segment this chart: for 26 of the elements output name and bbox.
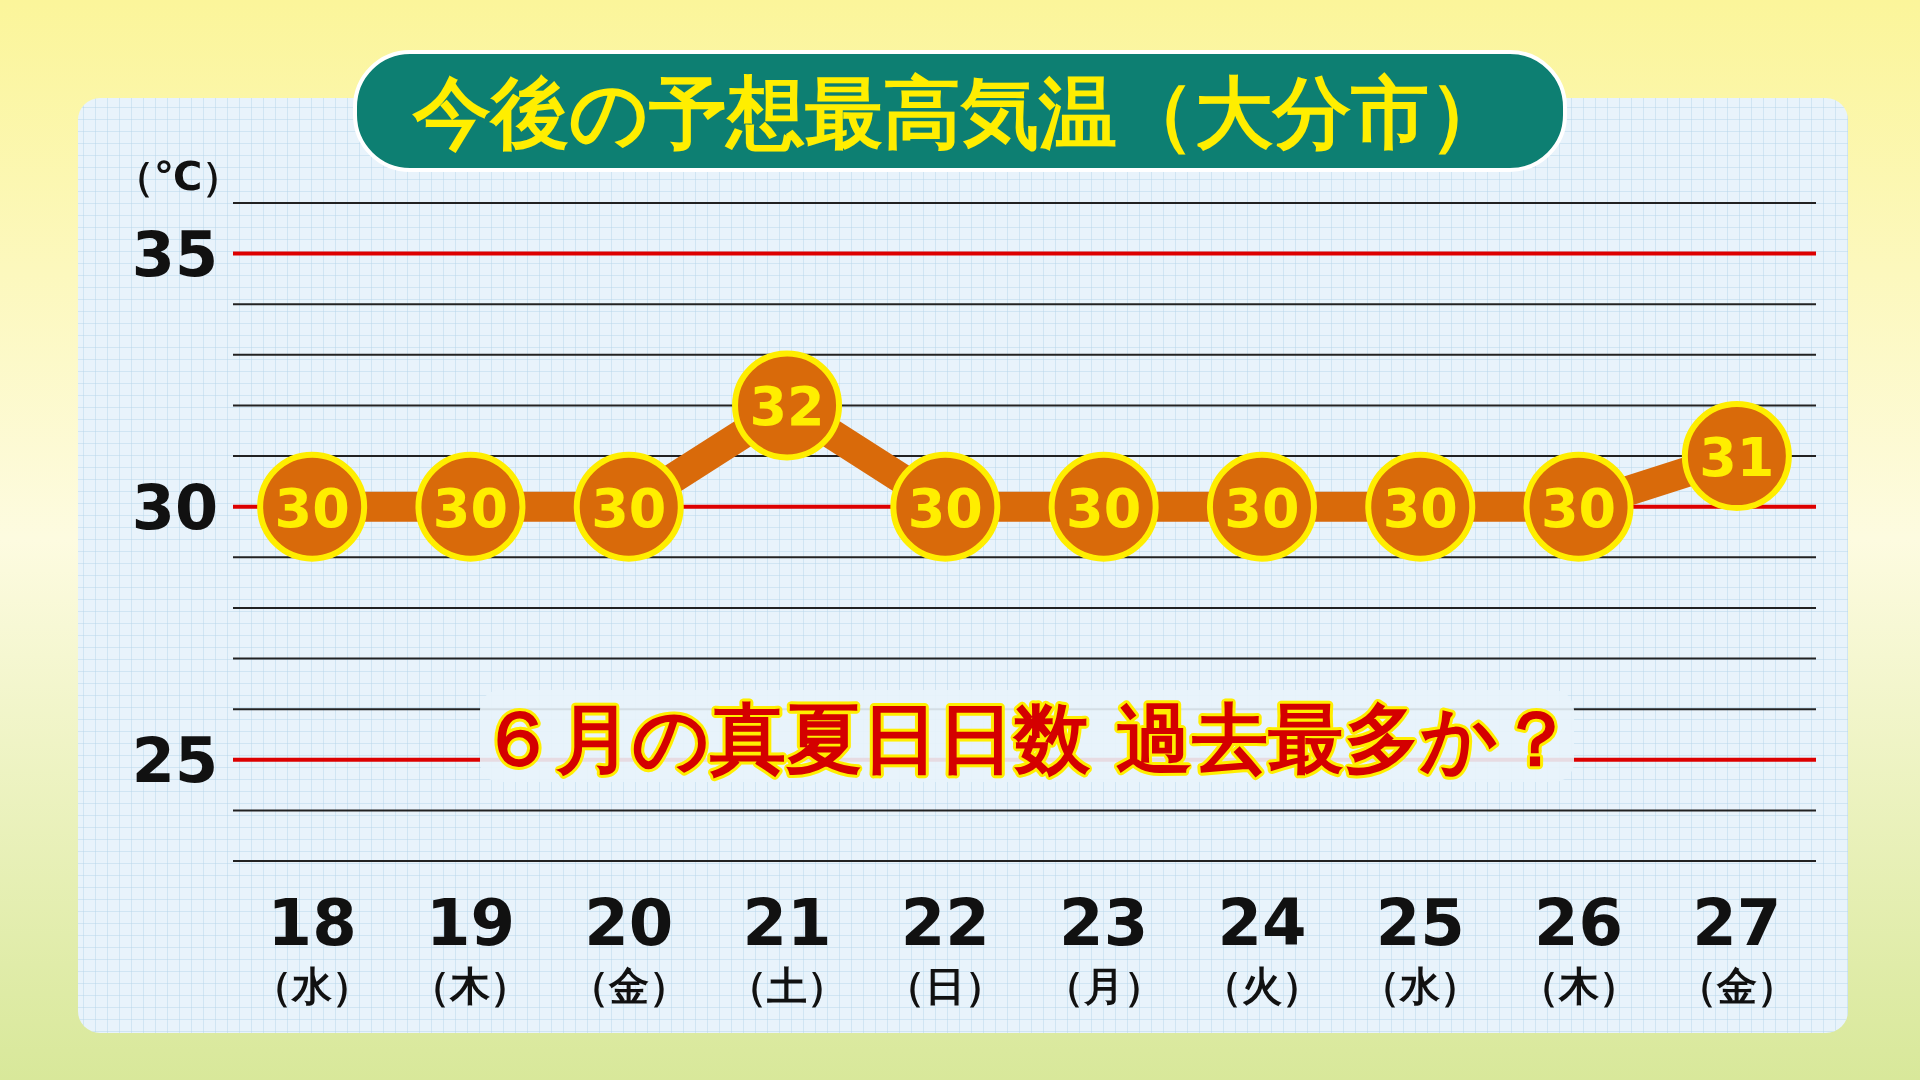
x-tick-label: 18 （水） [252,886,373,1009]
x-tick-label: 24 （火） [1201,886,1322,1009]
x-tick-label: 22 （日） [885,886,1006,1009]
x-tick-label: 21 （土） [727,886,848,1009]
data-label: 30 [274,476,350,540]
data-label: 30 [432,476,509,540]
x-tick-label: 27 （金） [1676,886,1797,1009]
y-axis-title: （℃） [113,153,243,199]
x-tick-label: 25 （水） [1360,886,1481,1009]
x-tick-label: 23 （月） [1043,886,1164,1009]
data-label: 30 [591,476,667,540]
annotation: ６月の真夏日日数 過去最多か？ [479,694,1575,783]
chart-title: 今後の予想最高気温（大分市） [412,68,1507,158]
data-label: 30 [1224,476,1300,540]
data-label: 30 [1382,476,1458,540]
y-tick-label: 25 [131,723,219,797]
data-label: 31 [1699,426,1775,490]
y-tick-label: 35 [131,217,219,291]
y-tick-label: 30 [131,470,219,544]
data-label: 30 [907,476,983,540]
data-label: 30 [1066,476,1142,540]
data-label: 32 [749,375,825,439]
x-tick-label: 26 （木） [1518,886,1639,1009]
x-tick-label: 20 （金） [568,886,689,1009]
data-label: 30 [1540,476,1617,540]
x-tick-label: 19 （木） [410,886,531,1009]
